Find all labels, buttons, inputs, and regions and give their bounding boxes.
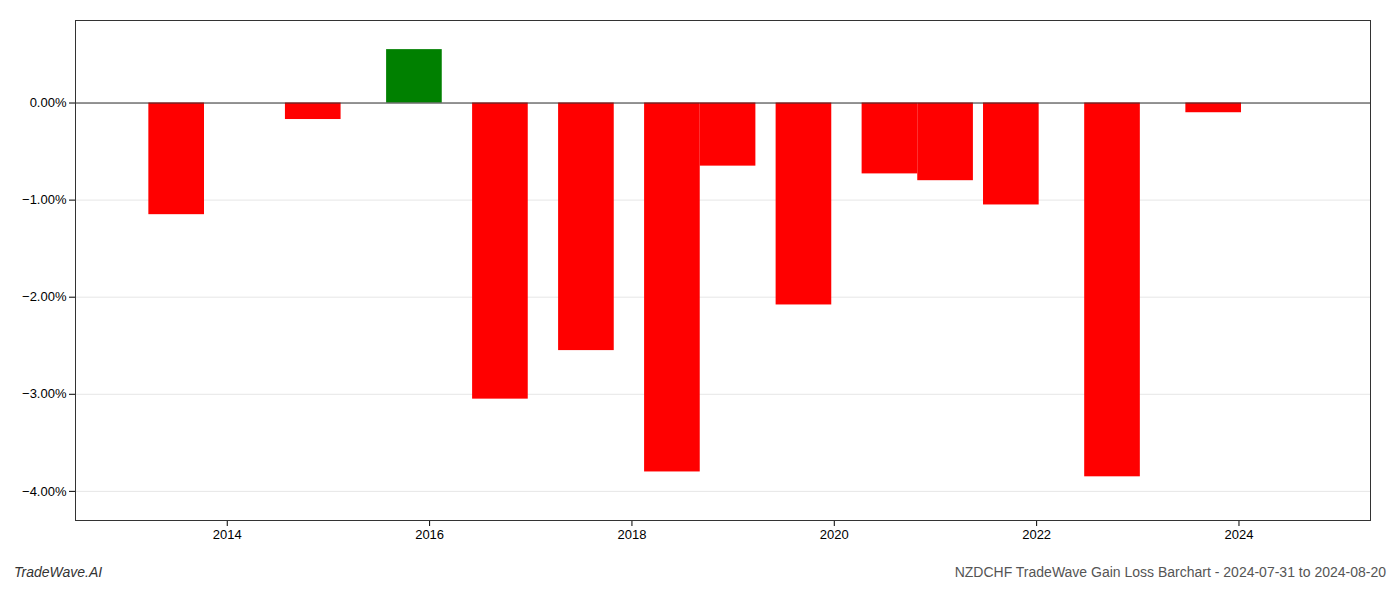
svg-text:2020: 2020 (820, 527, 849, 542)
html-text:TradeWave.AI: TradeWave.AI (14, 564, 103, 580)
html-text:NZDCHF TradeWave Gain Loss Bar: NZDCHF TradeWave Gain Loss Barchart - 20… (954, 564, 1386, 580)
svg-text:−4.00%: −4.00% (22, 484, 67, 499)
svg-text:2018: 2018 (617, 527, 646, 542)
svg-text:2024: 2024 (1225, 527, 1254, 542)
svg-text:−3.00%: −3.00% (22, 386, 67, 401)
svg-text:0.00%: 0.00% (30, 95, 67, 110)
svg-text:2016: 2016 (415, 527, 444, 542)
svg-text:2022: 2022 (1022, 527, 1051, 542)
svg-text:−2.00%: −2.00% (22, 289, 67, 304)
svg-text:2014: 2014 (213, 527, 242, 542)
svg-text:−1.00%: −1.00% (22, 192, 67, 207)
